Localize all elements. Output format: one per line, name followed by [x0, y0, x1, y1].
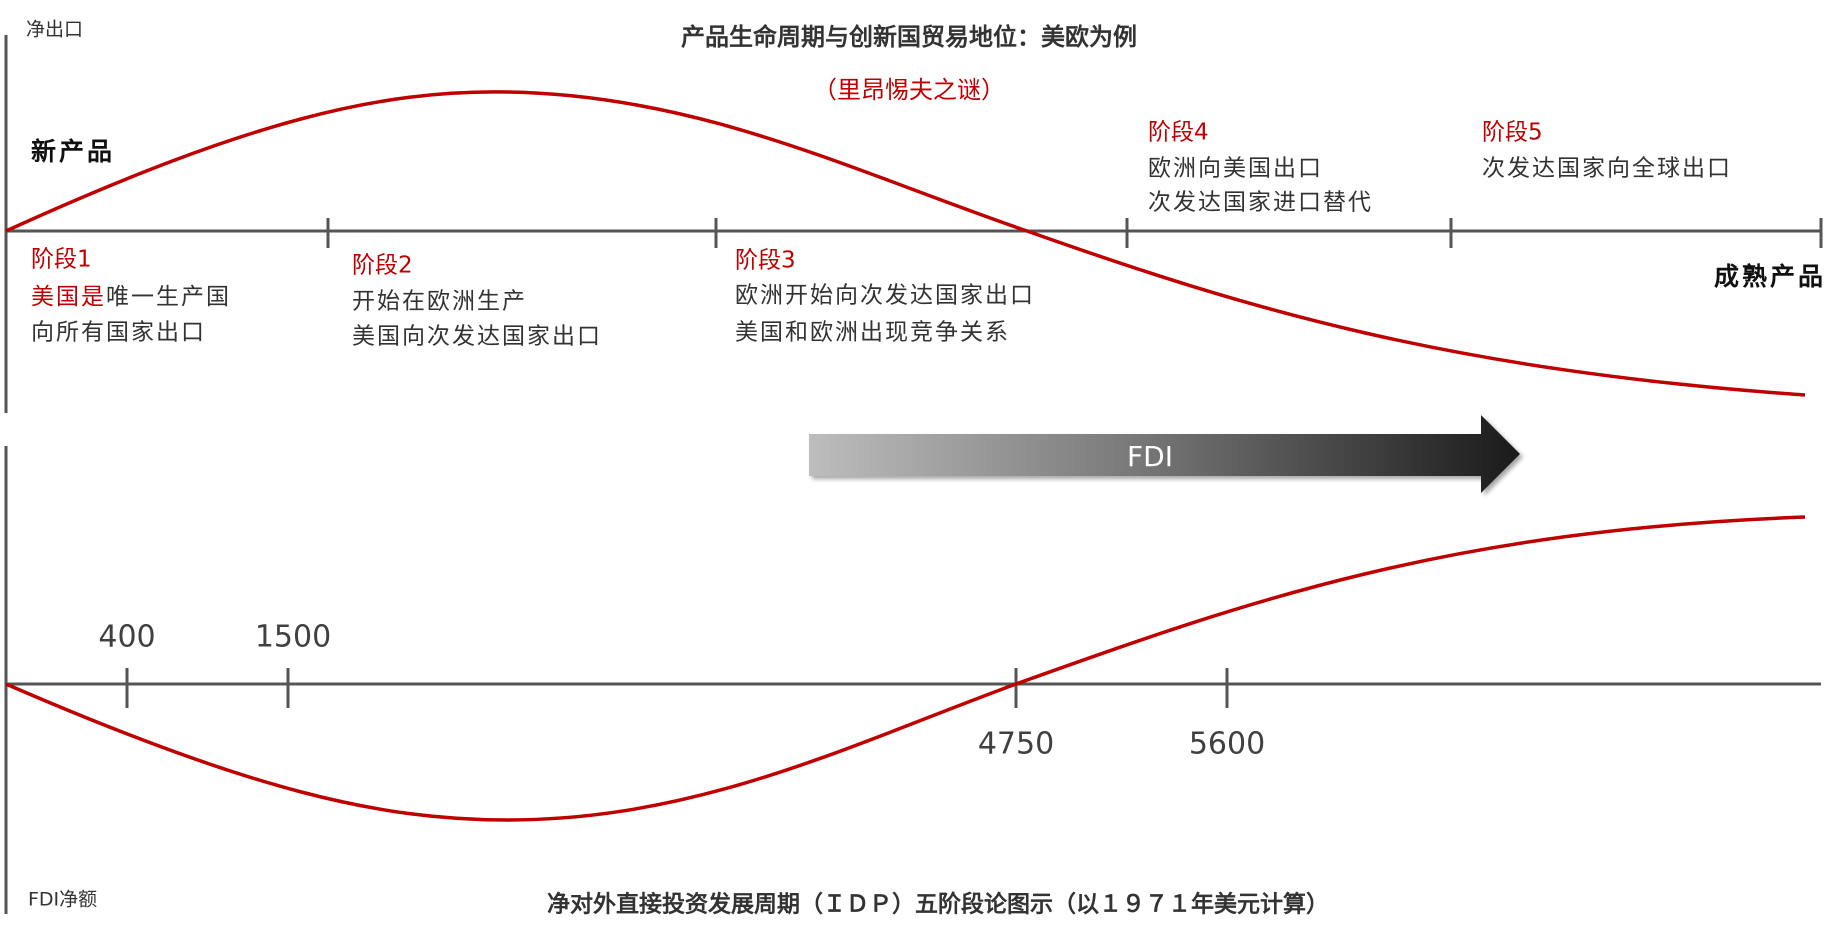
y-axis-label: FDI净额	[28, 889, 97, 911]
end-label: 成熟产品	[1714, 262, 1826, 291]
stage-5: 阶段5 次发达国家向全球出口	[1482, 120, 1732, 182]
stage-lead: 美国是	[31, 284, 106, 310]
stage-3: 阶段3 欧洲开始向次发达国家出口 美国和欧洲出现竞争关系	[735, 248, 1035, 346]
stage-line: 次发达国家向全球出口	[1482, 156, 1732, 182]
stage-1: 阶段1 美国是唯一生产国 向所有国家出口	[31, 247, 231, 346]
stage-line: 向所有国家出口	[31, 320, 206, 346]
start-label: 新产品	[31, 137, 115, 166]
stage-label: 阶段5	[1482, 120, 1543, 146]
trade-curve	[5, 90, 1806, 397]
stage-line: 欧洲向美国出口	[1148, 156, 1323, 182]
stage-label: 阶段3	[735, 248, 796, 274]
stage-2: 阶段2 开始在欧洲生产 美国向次发达国家出口	[352, 253, 602, 350]
arrow-shape	[809, 415, 1520, 493]
stage-line: 美国向次发达国家出口	[352, 324, 602, 350]
stage-line: 欧洲开始向次发达国家出口	[735, 283, 1035, 309]
y-axis-label: 净出口	[26, 19, 83, 41]
stage-ticks	[326, 218, 1823, 248]
threshold-label: 4750	[978, 727, 1054, 762]
stage-line: 美国是唯一生产国	[31, 284, 231, 310]
threshold-label: 5600	[1189, 727, 1265, 762]
stage-line: 次发达国家进口替代	[1148, 190, 1373, 216]
stage-label: 阶段2	[352, 253, 413, 279]
caption: 净对外直接投资发展周期（ＩＤＰ）五阶段论图示（以１９７１年美元计算）	[547, 891, 1329, 918]
stage-4: 阶段4 欧洲向美国出口 次发达国家进口替代	[1148, 120, 1373, 216]
arrow-label: FDI	[1127, 440, 1173, 473]
stage-label: 阶段1	[31, 247, 92, 273]
subtitle: （里昂惕夫之谜）	[813, 76, 1005, 104]
threshold-label: 400	[98, 620, 155, 655]
title: 产品生命周期与创新国贸易地位：美欧为例	[681, 23, 1137, 51]
threshold-label: 1500	[255, 620, 331, 655]
stage-line: 美国和欧洲出现竞争关系	[735, 320, 1010, 346]
threshold-ticks	[125, 668, 1229, 708]
stage-line: 开始在欧洲生产	[352, 289, 527, 315]
fdi-curve	[5, 515, 1806, 822]
stage-label: 阶段4	[1148, 120, 1209, 146]
stage-text: 唯一生产国	[106, 284, 231, 310]
fdi-arrow: FDI	[809, 415, 1520, 493]
